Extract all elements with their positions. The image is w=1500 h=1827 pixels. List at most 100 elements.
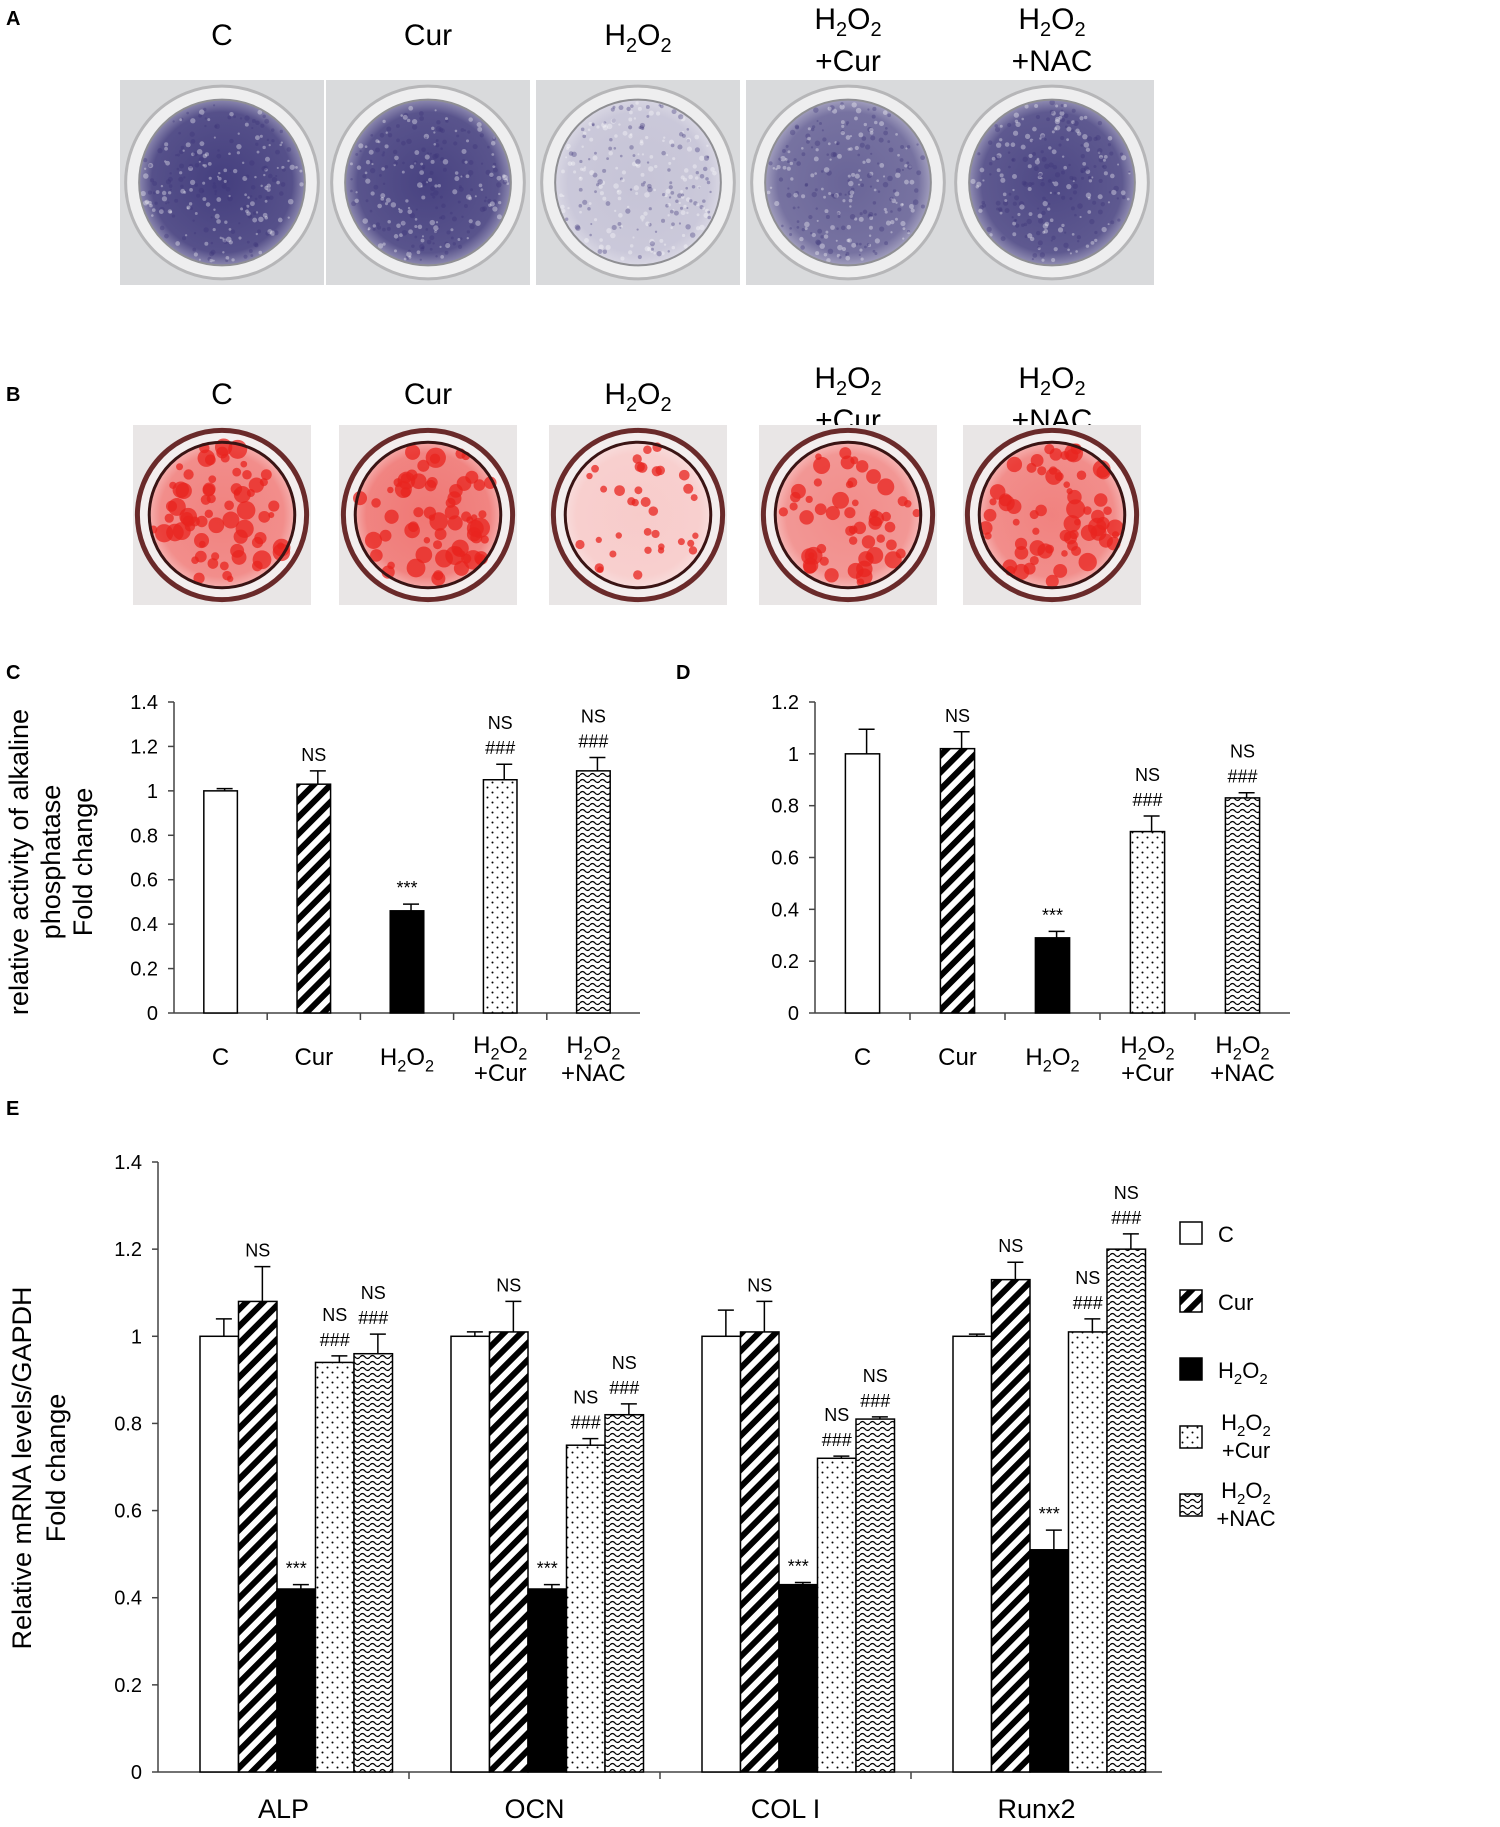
chart-e-y-tick-label: 0.2 bbox=[114, 1675, 142, 1697]
chart-d-y-tick-label: 0.8 bbox=[771, 796, 799, 818]
chart-e-x-tick-label: ALP bbox=[258, 1794, 309, 1824]
well-label-b-1: Cur bbox=[403, 378, 453, 411]
well-label-b-0: C bbox=[211, 378, 233, 411]
chart-e-bar bbox=[1106, 1248, 1147, 1773]
well-image-a-1 bbox=[326, 80, 530, 285]
chart-d-y-tick-label: 0.2 bbox=[771, 951, 799, 973]
chart-e-legend-label: H2​O2​ bbox=[1221, 1478, 1271, 1508]
chart-e-legend-swatch bbox=[1179, 1357, 1203, 1381]
chart-d-x-tick-label: Cur bbox=[938, 1044, 977, 1071]
chart-e-annotation: NS bbox=[824, 1405, 849, 1425]
well-image-a-4 bbox=[950, 80, 1154, 285]
well-image-b-1 bbox=[339, 425, 517, 605]
chart-e-legend-label: H2​O2​ bbox=[1218, 1358, 1268, 1388]
chart-e-bar bbox=[1029, 1549, 1070, 1773]
chart-c-bar bbox=[482, 779, 518, 1014]
well-image-a-0 bbox=[120, 80, 324, 285]
chart-d-y-tick-label: 0 bbox=[788, 1003, 799, 1025]
chart-e-y-label: Relative mRNA levels/GAPDH Fold change bbox=[7, 1286, 71, 1649]
chart-e-annotation: NS bbox=[1075, 1268, 1100, 1288]
chart-e-x-tick-label: OCN bbox=[505, 1794, 565, 1824]
chart-c-bar bbox=[296, 783, 332, 1014]
chart-c-y-label-line: Fold change bbox=[68, 788, 98, 937]
chart-c-y-tick-label: 1.4 bbox=[130, 692, 158, 714]
chart-e-bar bbox=[450, 1335, 491, 1773]
chart-c-annotation: NS bbox=[581, 707, 606, 727]
chart-c-y-label-line: phosphatase bbox=[36, 785, 66, 940]
panel-letter-c: C bbox=[6, 662, 21, 684]
chart-e-annotation: ### bbox=[1073, 1293, 1103, 1313]
well-image-a-2 bbox=[536, 80, 740, 285]
chart-e-y-tick-label: 0.4 bbox=[114, 1588, 142, 1610]
chart-d-bar bbox=[844, 753, 881, 1014]
chart-c-y-tick-label: 0.4 bbox=[130, 914, 158, 936]
well-label-b-2: H2O2 bbox=[604, 378, 672, 417]
chart-e-y-tick-label: 0.6 bbox=[114, 1501, 142, 1523]
chart-e-annotation: *** bbox=[537, 1559, 558, 1579]
chart-d-annotation: NS bbox=[945, 706, 970, 726]
well-image-b-4 bbox=[963, 425, 1141, 605]
chart-e-bar bbox=[816, 1457, 857, 1773]
chart-e-y-tick-label: 0 bbox=[131, 1762, 142, 1784]
chart-e-annotation: *** bbox=[1039, 1504, 1060, 1524]
chart-c-y-tick-label: 0 bbox=[147, 1003, 158, 1025]
chart-e-x-tick-label: Runx2 bbox=[997, 1794, 1075, 1824]
chart-c-y-tick-label: 0.2 bbox=[130, 959, 158, 981]
chart-e-bar bbox=[701, 1335, 742, 1773]
chart-d-mineralization: 0 0.2 0.4 0.6 0.8 1 1.2 C NS Cur *** H2​O2​ ### NS H2​… bbox=[771, 692, 1290, 1087]
chart-e-y-tick-label: 1 bbox=[131, 1326, 142, 1348]
chart-d-bar bbox=[1129, 830, 1166, 1014]
chart-c-x-tick-label: +NAC bbox=[561, 1060, 626, 1087]
chart-d-y-tick-label: 1 bbox=[788, 744, 799, 766]
chart-d-annotation: ### bbox=[1132, 790, 1162, 810]
chart-d-bar bbox=[1224, 797, 1261, 1014]
well-label-a-1: Cur bbox=[403, 19, 453, 52]
well-image-b-2 bbox=[549, 425, 727, 605]
chart-e-y-tick-label: 1.4 bbox=[114, 1152, 142, 1174]
chart-e-bar bbox=[604, 1413, 645, 1773]
well-label-a-0: C bbox=[211, 19, 233, 52]
chart-d-x-tick-label: +NAC bbox=[1210, 1060, 1275, 1087]
chart-c-y-tick-label: 1 bbox=[147, 781, 158, 803]
chart-e-legend-swatch bbox=[1179, 1425, 1203, 1449]
chart-e-annotation: NS bbox=[998, 1236, 1023, 1256]
well-label-a-4: H2O2 +NAC bbox=[1011, 3, 1093, 78]
chart-c-alp-activity: 0 0.2 0.4 0.6 0.8 1 1.2 1.4 C NS Cur *** H2​O2​ ### NS… bbox=[4, 692, 640, 1087]
chart-d-x-tick-label: H2​O2​ bbox=[1215, 1032, 1269, 1064]
chart-e-annotation: NS bbox=[245, 1241, 270, 1261]
chart-e-annotation: NS bbox=[322, 1305, 347, 1325]
well-image-b-3 bbox=[759, 425, 937, 605]
well-image-a-3 bbox=[746, 80, 950, 285]
panel-letter-d: D bbox=[676, 662, 691, 684]
chart-e-legend-label: H2​O2​ bbox=[1221, 1410, 1271, 1440]
chart-e-y-label-line: Relative mRNA levels/GAPDH bbox=[7, 1286, 37, 1649]
chart-e-legend-swatch bbox=[1179, 1221, 1203, 1245]
chart-c-x-tick-label: H2​O2​ bbox=[380, 1044, 434, 1076]
chart-e-legend-label: C bbox=[1218, 1222, 1234, 1247]
chart-e-annotation: ### bbox=[571, 1413, 601, 1433]
chart-d-y-tick-label: 0.6 bbox=[771, 848, 799, 870]
chart-e-annotation: NS bbox=[361, 1283, 386, 1303]
chart-c-y-label-line: relative activity of alkaline bbox=[4, 709, 34, 1015]
chart-d-y-tick-label: 0.4 bbox=[771, 899, 799, 921]
chart-c-x-tick-label: H2​O2​ bbox=[566, 1032, 620, 1064]
chart-e-bar bbox=[276, 1588, 317, 1773]
chart-e-annotation: *** bbox=[286, 1559, 307, 1579]
chart-c-y-label: relative activity of alkaline phosphatase… bbox=[4, 709, 98, 1015]
chart-e-legend-label: +NAC bbox=[1216, 1506, 1275, 1531]
chart-e-legend-swatch bbox=[1179, 1289, 1203, 1313]
panel-letter-a: A bbox=[6, 8, 21, 30]
chart-e-bar bbox=[527, 1588, 568, 1773]
chart-d-y-tick-label: 1.2 bbox=[771, 692, 799, 714]
chart-e-annotation: ### bbox=[860, 1391, 890, 1411]
chart-d-annotation: ### bbox=[1227, 767, 1257, 787]
chart-e-bar bbox=[855, 1418, 896, 1773]
chart-e-y-tick-label: 1.2 bbox=[114, 1239, 142, 1261]
chart-e-legend-swatch bbox=[1179, 1493, 1203, 1517]
chart-e-annotation: NS bbox=[496, 1275, 521, 1295]
chart-e-mrna-levels: 0 0.2 0.4 0.6 0.8 1 1.2 1.4 NS *** ### NS ### NS ALP NS… bbox=[7, 1152, 1276, 1824]
chart-d-bar bbox=[939, 747, 976, 1014]
chart-e-bar bbox=[314, 1361, 355, 1773]
chart-e-annotation: *** bbox=[788, 1556, 809, 1576]
well-label-a-2: H2O2 bbox=[604, 19, 672, 58]
